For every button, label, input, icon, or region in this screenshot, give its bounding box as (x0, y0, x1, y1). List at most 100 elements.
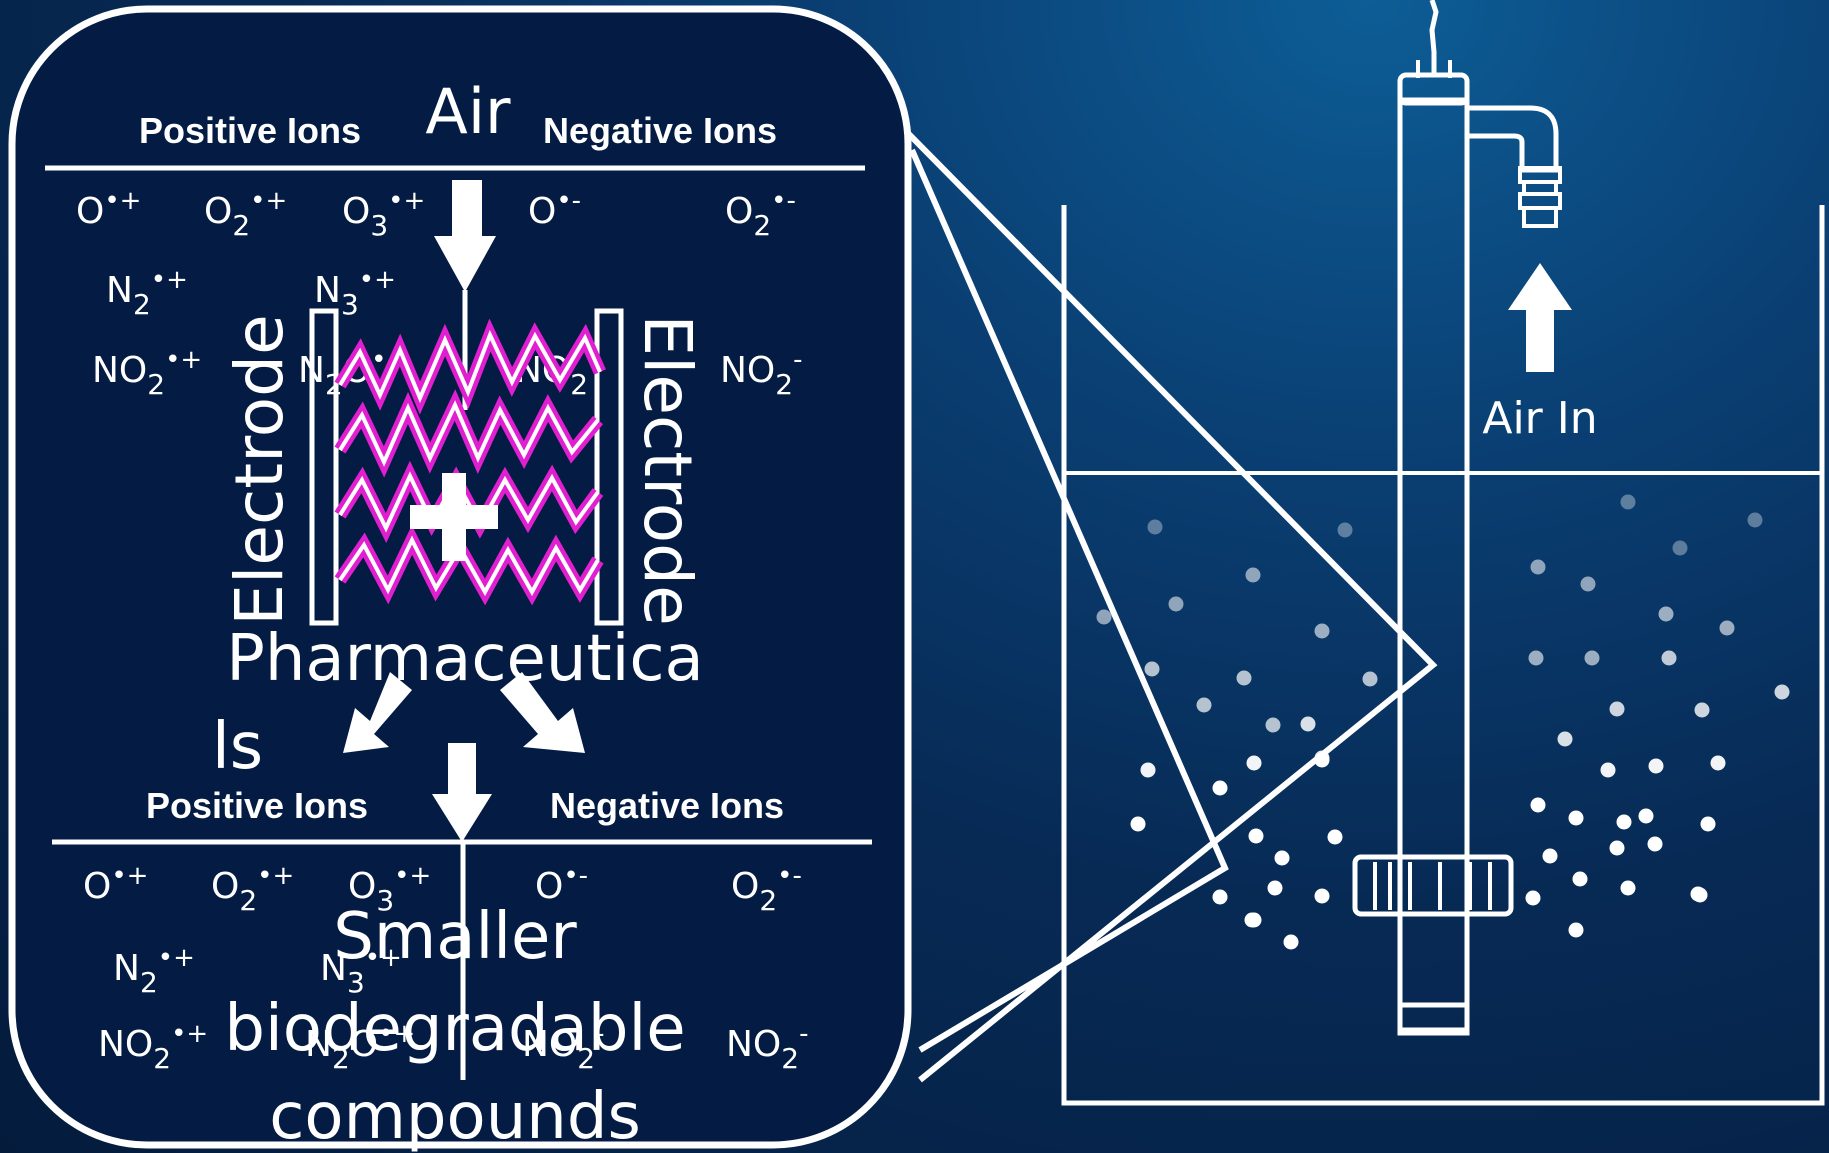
tube-foot (1397, 1002, 1470, 1036)
electrode-block-slots (1373, 862, 1492, 910)
left-electrode-label: Electrode (221, 314, 298, 625)
bottom-ions: O•+ O2•+ O3•+ O•- O2•- N2•+ N3•+ NO2•+ N2O•+ NO2-… (83, 861, 808, 1075)
top-positive-ions-header: Positive Ions (139, 110, 361, 151)
pharmaceuticals-label-line1: Pharmaceutica (226, 622, 704, 696)
right-diag-arrow (500, 672, 585, 753)
ion-no2-neg-mid: NO2- (522, 1019, 604, 1075)
bubble (1638, 808, 1654, 824)
ion-no2-pos: NO2•+ (98, 1019, 208, 1075)
bubble (1248, 828, 1264, 844)
gas-tube (1397, 97, 1470, 1033)
bubble (1246, 912, 1262, 928)
bubble (1525, 890, 1541, 906)
ion-no2-neg: NO2- (720, 345, 802, 401)
bubble (1774, 684, 1790, 700)
bubble (1528, 650, 1544, 666)
bubble (1283, 934, 1299, 950)
bubble (1130, 816, 1146, 832)
bubble (1327, 829, 1343, 845)
bubble (1337, 522, 1353, 538)
reactor (1061, 0, 1825, 1106)
bubble (1620, 880, 1636, 896)
products-label-line3: compounds (269, 1080, 641, 1153)
bottom-negative-ions-header: Negative Ions (550, 785, 784, 826)
bubble (1584, 650, 1600, 666)
bubble (1196, 697, 1212, 713)
top-negative-ions-header: Negative Ions (543, 110, 777, 151)
bubble (1314, 752, 1330, 768)
air-in-arrow (1508, 263, 1572, 372)
zoom-connector (892, 117, 1438, 1083)
bubble (1236, 670, 1252, 686)
ion-o-pos: O•+ (83, 861, 148, 907)
bubble (1658, 606, 1674, 622)
bubble (1314, 888, 1330, 904)
bubble (1212, 780, 1228, 796)
bubble (1530, 797, 1546, 813)
products-label-line1: Smaller (333, 900, 577, 974)
left-electrode-plate (309, 308, 339, 626)
right-electrode-plate (594, 308, 624, 626)
left-diag-arrow (343, 672, 412, 753)
bubble (1616, 814, 1632, 830)
bubble (1648, 758, 1664, 774)
bubble (1096, 609, 1112, 625)
bubble (1710, 755, 1726, 771)
bubble-field (1096, 494, 1790, 950)
bubble (1245, 567, 1261, 583)
inlet-fitting-3 (1518, 192, 1562, 210)
electrode-block (1352, 854, 1514, 917)
center-down-arrow (432, 743, 492, 842)
ion-no2-neg: NO2- (726, 1019, 808, 1075)
bubble (1212, 889, 1228, 905)
ion-o2-pos: O2•+ (204, 186, 287, 242)
bubble (1568, 810, 1584, 826)
bubble (1609, 840, 1625, 856)
bubble (1274, 850, 1290, 866)
plus-sign (410, 473, 498, 561)
ion-o-neg: O•- (528, 186, 581, 232)
bubble (1719, 620, 1735, 636)
ion-o2-pos: O2•+ (211, 861, 294, 917)
products-label-line2: biodegradable (224, 992, 685, 1066)
bubble (1265, 717, 1281, 733)
zoom-connector-outline (892, 117, 1438, 1083)
bubble (1672, 540, 1688, 556)
bubble (1314, 623, 1330, 639)
power-cable (1429, 0, 1439, 75)
bubble (1600, 762, 1616, 778)
bubble (1692, 887, 1708, 903)
air-down-arrow (434, 180, 496, 292)
inlet-fitting-4 (1522, 206, 1558, 228)
bubble (1647, 836, 1663, 852)
bubble (1700, 816, 1716, 832)
bubble (1144, 661, 1160, 677)
bottom-positive-ions-header: Positive Ions (146, 785, 368, 826)
bubble (1140, 762, 1156, 778)
ion-n3-pos: N3•+ (320, 943, 402, 999)
plasma-discharge (334, 318, 606, 606)
ion-n2o-pos: N2O•+ (305, 1019, 415, 1075)
bubble (1362, 671, 1378, 687)
breakdown-arrows (343, 672, 585, 842)
ion-o2-neg: O2•- (731, 861, 802, 917)
ion-o2-neg: O2•- (725, 186, 796, 242)
air-label: Air (425, 75, 511, 148)
bubble (1300, 716, 1316, 732)
inset-panel (8, 5, 912, 1149)
ion-o-neg: O•- (535, 861, 588, 907)
ion-o3-pos: O3•+ (342, 186, 425, 242)
bubble (1246, 755, 1262, 771)
ion-n2-pos: N2•+ (106, 265, 188, 321)
bubble (1572, 871, 1588, 887)
pharmaceuticals-label-line2: ls (212, 710, 263, 784)
bubble (1168, 596, 1184, 612)
ion-o-pos: O•+ (76, 186, 141, 232)
ion-n3-pos: N3•+ (314, 265, 396, 321)
bubble (1620, 494, 1636, 510)
right-electrode-label: Electrode (629, 314, 706, 625)
air-inlet-elbow (1467, 105, 1559, 173)
bubble (1557, 731, 1573, 747)
bubble (1747, 512, 1763, 528)
